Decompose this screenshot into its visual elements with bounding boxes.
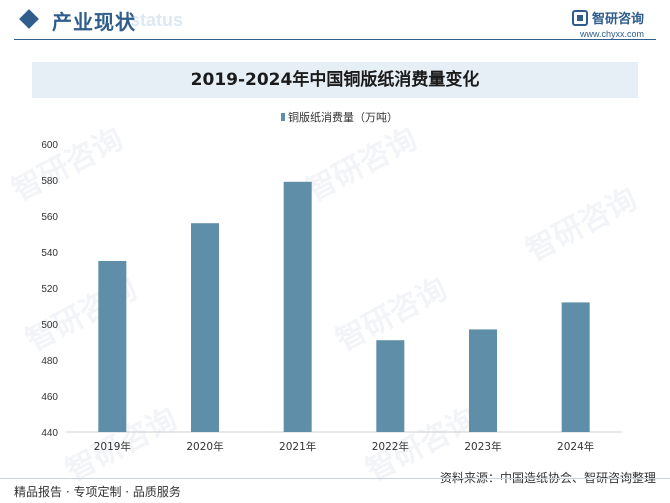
header-background-word: status: [130, 10, 184, 30]
y-tick-label: 540: [41, 248, 58, 259]
brand-logo-icon: [571, 9, 588, 26]
header-divider: [14, 39, 656, 40]
x-tick-label: 2024年: [557, 440, 594, 453]
x-tick-label: 2019年: [94, 440, 131, 453]
brand-url: www.chyxx.com: [579, 29, 644, 39]
page-header: status 产业现状 智研咨询 www.chyxx.com: [0, 0, 670, 44]
y-tick-label: 480: [41, 356, 58, 367]
legend-swatch: [281, 113, 285, 121]
y-tick-label: 560: [41, 212, 58, 223]
chart-title: 2019-2024年中国铜版纸消费量变化: [32, 62, 638, 98]
x-tick-label: 2023年: [464, 440, 501, 453]
y-tick-label: 520: [41, 284, 58, 295]
section-title: 产业现状: [52, 10, 136, 34]
y-tick-label: 580: [41, 176, 58, 187]
y-tick-label: 500: [41, 320, 58, 331]
y-tick-label: 600: [41, 140, 58, 151]
x-tick-label: 2020年: [186, 440, 223, 453]
brand-name: 智研咨询: [591, 12, 644, 27]
x-tick-label: 2022年: [372, 440, 409, 453]
bar: [469, 329, 497, 432]
y-tick-label: 460: [41, 392, 58, 403]
footer-tagline: 精品报告 · 专项定制 · 品质服务: [14, 485, 181, 499]
bar: [283, 181, 312, 432]
x-tick-label: 2021年: [279, 440, 316, 453]
y-tick-label: 440: [41, 428, 58, 439]
bar: [376, 340, 405, 432]
legend-label: 铜版纸消费量（万吨）: [288, 110, 398, 124]
brand: 智研咨询 www.chyxx.com: [571, 8, 644, 39]
bar: [98, 261, 127, 432]
footer-divider: [0, 478, 670, 479]
bar: [561, 302, 590, 432]
bar: [191, 223, 219, 432]
